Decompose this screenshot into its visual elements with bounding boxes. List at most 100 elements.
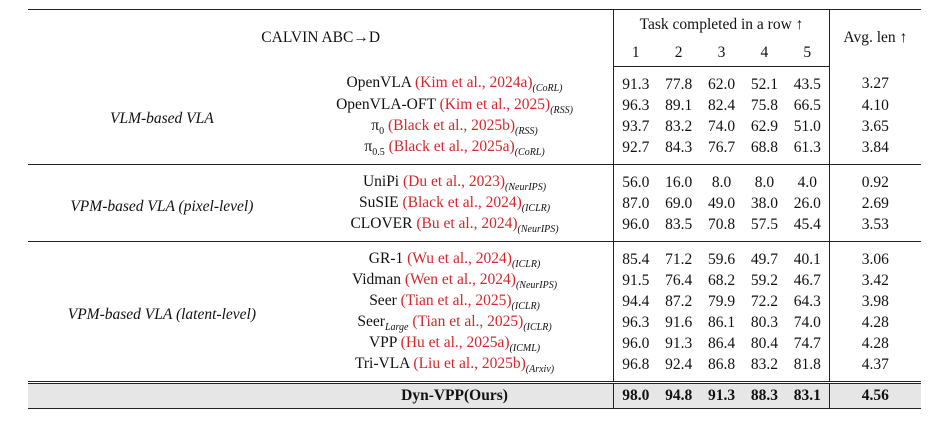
value-cell: 69.0 [665, 194, 693, 212]
method-cell: UniPi (Du et al., 2023)(NeurIPS) [295, 164, 614, 193]
group-label: VPM-based VLA (latent-level) [28, 241, 296, 383]
value-cell: 70.8 [707, 215, 736, 233]
citation: (Wen et al., 2024) [404, 270, 516, 288]
venue: (NeurIPS) [505, 181, 547, 193]
results-table: CALVIN ABC→D Task completed in a row ↑ A… [28, 9, 921, 409]
citation: (Kim et al., 2025) [439, 95, 551, 113]
venue: (ICLR) [511, 258, 541, 270]
value-cell: 8.0 [700, 164, 743, 193]
table-body: VLM-based VLA OpenVLA (Kim et al., 2024a)… [28, 66, 921, 409]
avg-cell: 4.28 [828, 333, 921, 354]
value-cell: 96.3 [613, 312, 658, 333]
value-cell: 52.1 [750, 75, 778, 93]
citation: (Du et al., 2023) [403, 172, 506, 190]
value-cell: 4.0 [785, 164, 830, 193]
method-name: OpenVLA [346, 74, 412, 92]
method-name: UniPi [362, 172, 400, 190]
method-name: Seer [357, 312, 385, 330]
value-cell: 59.2 [750, 271, 778, 289]
value-cell: 26.0 [793, 194, 821, 212]
venue: (NeurIPS) [515, 279, 558, 291]
avg-cell: 3.06 [828, 241, 921, 270]
method-cell: π0.5 (Black et al., 2025a)(CoRL) [296, 137, 614, 165]
value-cell: 82.4 [707, 96, 736, 114]
value-cell: 8.0 [742, 164, 786, 193]
value-cell: 62.0 [707, 75, 736, 93]
table-row: Vidman (Wen et al., 2024)(NeurIPS) 91.5 76… [28, 270, 921, 291]
group-header: Task completed in a row ↑ [613, 9, 830, 40]
venue: (ICLR) [511, 300, 540, 312]
value-cell: 66.5 [793, 96, 821, 114]
avg-cell: 3.42 [828, 270, 921, 291]
value-cell: 91.5 [613, 270, 658, 291]
method-cell: GR-1 (Wu et al., 2024)(ICLR) [295, 241, 614, 270]
value-cell: 86.8 [707, 355, 736, 373]
value-cell: 94.4 [613, 291, 658, 312]
value-cell: 91.3 [665, 334, 693, 352]
value-cell: 92.7 [613, 137, 658, 165]
method-cell: SuSIE (Black et al., 2024)(ICLR) [296, 193, 614, 214]
method-subscript: 0 [379, 125, 385, 137]
citation: (Hu et al., 2025a) [400, 333, 510, 351]
value-cell: 43.5 [793, 75, 821, 93]
value-cell: 38.0 [750, 194, 778, 212]
citation: (Wu et al., 2024) [407, 249, 512, 267]
method-cell: CLOVER (Bu et al., 2024)(NeurIPS) [296, 214, 614, 242]
value-cell: 83.5 [665, 215, 693, 233]
value-cell: 16.0 [657, 164, 701, 193]
table-row: CLOVER (Bu et al., 2024)(NeurIPS) 96.0 83.… [28, 214, 921, 242]
venue: (ICLR) [523, 321, 552, 333]
page: CALVIN ABC→D Task completed in a row ↑ A… [0, 9, 949, 442]
table-row: VPM-based VLA (latent-level) GR-1 (Wu et … [28, 241, 921, 383]
value-cell: 87.2 [665, 292, 693, 310]
value-cell: 83.2 [665, 117, 693, 135]
value-cell: 76.4 [665, 271, 693, 289]
value-cell: 96.8 [613, 354, 658, 383]
avg-cell: 3.98 [828, 291, 921, 312]
value-cell: 64.3 [793, 292, 821, 310]
method-cell: SeerLarge (Tian et al., 2025)(ICLR) [296, 312, 614, 333]
citation: (Black et al., 2024) [402, 193, 522, 211]
avg-header: Avg. len ↑ [828, 9, 921, 67]
value-cell: 96.3 [613, 95, 658, 116]
avg-cell: 4.56 [828, 381, 921, 409]
value-cell: 87.0 [613, 193, 658, 214]
value-cell: 59.6 [700, 241, 743, 270]
citation: (Bu et al., 2024) [416, 214, 518, 232]
value-cell: 74.0 [707, 117, 736, 135]
value-cell: 85.4 [613, 241, 658, 270]
venue: (NeurIPS) [517, 223, 559, 235]
method-subscript: Large [384, 321, 409, 333]
value-cell: 88.3 [742, 381, 786, 409]
value-cell: 89.1 [665, 96, 693, 114]
benchmark-label: CALVIN ABC→D [28, 9, 614, 67]
value-cell: 96.0 [613, 214, 658, 242]
method-subscript: 0.5 [372, 146, 385, 158]
avg-cell: 0.92 [828, 164, 921, 193]
value-cell: 76.7 [707, 138, 736, 156]
citation: (Liu et al., 2025b) [413, 354, 526, 372]
value-cell: 51.0 [793, 117, 821, 135]
citation: (Tian et al., 2025) [400, 291, 512, 309]
col-header: 2 [657, 40, 701, 67]
venue: (RSS) [550, 104, 573, 116]
value-cell: 68.2 [707, 271, 736, 289]
citation: (Black et al., 2025b) [388, 116, 515, 134]
avg-cell: 3.65 [828, 116, 921, 137]
method-name: Vidman [351, 270, 401, 288]
method-name: CLOVER [350, 214, 413, 232]
method-cell: Seer (Tian et al., 2025)(ICLR) [296, 291, 614, 312]
value-cell: 74.7 [793, 334, 821, 352]
method-name: OpenVLA-OFT [336, 95, 436, 113]
table-row: VPP (Hu et al., 2025a)(ICML) 96.0 91.3 86.4… [28, 333, 921, 354]
citation: (Kim et al., 2024a) [415, 74, 533, 92]
method-name: SuSIE [359, 193, 399, 211]
value-cell: 77.8 [665, 75, 693, 93]
value-cell: 91.6 [665, 313, 693, 331]
value-cell: 80.3 [750, 313, 778, 331]
value-cell: 49.7 [742, 241, 786, 270]
value-cell: 71.2 [657, 241, 701, 270]
col-header: 5 [785, 40, 830, 67]
table-header: CALVIN ABC→D Task completed in a row ↑ A… [28, 9, 921, 67]
